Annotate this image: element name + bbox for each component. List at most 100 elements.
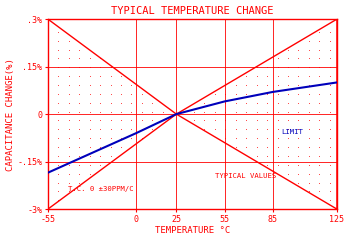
Point: [254, 136, 259, 140]
Point: [56, 92, 61, 96]
Point: [306, 56, 312, 60]
Point: [87, 65, 92, 69]
Point: [306, 172, 312, 176]
Point: [76, 101, 82, 105]
Point: [108, 136, 113, 140]
Point: [56, 136, 61, 140]
Point: [56, 74, 61, 78]
Point: [97, 145, 103, 149]
Point: [87, 119, 92, 122]
Point: [76, 172, 82, 176]
Point: [275, 154, 280, 158]
Point: [275, 92, 280, 96]
Point: [296, 154, 301, 158]
Point: [275, 119, 280, 122]
Point: [97, 83, 103, 87]
Point: [66, 65, 71, 69]
Point: [327, 65, 332, 69]
Point: [128, 145, 134, 149]
Point: [87, 127, 92, 131]
Point: [233, 127, 239, 131]
Point: [296, 163, 301, 167]
Point: [181, 110, 187, 114]
Point: [254, 154, 259, 158]
Point: [45, 189, 51, 193]
Point: [243, 101, 249, 105]
Point: [254, 65, 259, 69]
Point: [45, 65, 51, 69]
Point: [87, 101, 92, 105]
Point: [275, 74, 280, 78]
Point: [316, 47, 322, 51]
Point: [108, 145, 113, 149]
Point: [316, 181, 322, 184]
Point: [233, 92, 239, 96]
Point: [160, 110, 166, 114]
Point: [66, 83, 71, 87]
Point: [118, 92, 124, 96]
Point: [316, 101, 322, 105]
Point: [243, 74, 249, 78]
Point: [254, 110, 259, 114]
Y-axis label: CAPACITANCE CHANGE(%): CAPACITANCE CHANGE(%): [6, 58, 15, 171]
Point: [66, 101, 71, 105]
Point: [264, 65, 270, 69]
Point: [223, 136, 228, 140]
Point: [56, 189, 61, 193]
Point: [254, 145, 259, 149]
Point: [316, 39, 322, 43]
Point: [306, 65, 312, 69]
Point: [108, 74, 113, 78]
Point: [254, 83, 259, 87]
Point: [296, 181, 301, 184]
Point: [233, 136, 239, 140]
Point: [285, 154, 291, 158]
Point: [202, 127, 207, 131]
Point: [45, 47, 51, 51]
Point: [128, 119, 134, 122]
Text: LIMIT: LIMIT: [281, 128, 303, 134]
Point: [56, 30, 61, 34]
Point: [296, 172, 301, 176]
Point: [285, 56, 291, 60]
Point: [56, 47, 61, 51]
Point: [76, 92, 82, 96]
Point: [76, 47, 82, 51]
Point: [56, 181, 61, 184]
Point: [66, 119, 71, 122]
Point: [316, 83, 322, 87]
Point: [316, 127, 322, 131]
Point: [264, 83, 270, 87]
Point: [327, 30, 332, 34]
Point: [316, 30, 322, 34]
Point: [223, 92, 228, 96]
Point: [327, 127, 332, 131]
Point: [275, 136, 280, 140]
Point: [306, 181, 312, 184]
Point: [87, 145, 92, 149]
Point: [45, 30, 51, 34]
Point: [306, 47, 312, 51]
Point: [118, 110, 124, 114]
Point: [275, 101, 280, 105]
Point: [66, 181, 71, 184]
Point: [275, 56, 280, 60]
Point: [108, 101, 113, 105]
Point: [87, 74, 92, 78]
Point: [128, 92, 134, 96]
Point: [76, 56, 82, 60]
Point: [45, 74, 51, 78]
Point: [306, 154, 312, 158]
Point: [243, 136, 249, 140]
Point: [233, 101, 239, 105]
Point: [285, 74, 291, 78]
Point: [296, 47, 301, 51]
Point: [254, 127, 259, 131]
Point: [316, 163, 322, 167]
Point: [254, 74, 259, 78]
Point: [45, 119, 51, 122]
Point: [118, 136, 124, 140]
Point: [306, 127, 312, 131]
Point: [264, 110, 270, 114]
Point: [108, 119, 113, 122]
